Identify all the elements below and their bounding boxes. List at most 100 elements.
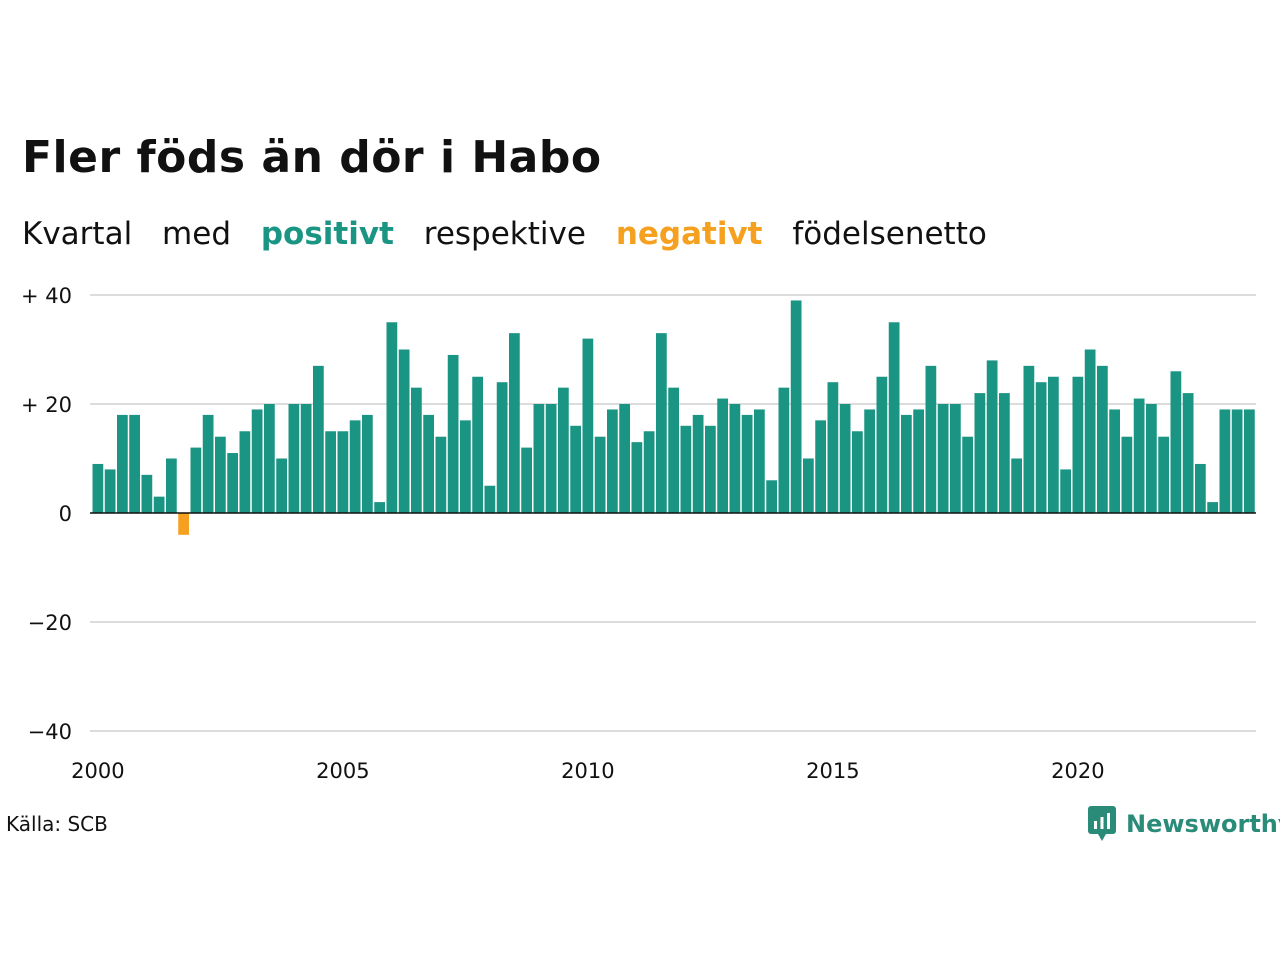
bar (594, 436, 606, 513)
bar (190, 447, 202, 513)
bar (974, 393, 986, 513)
bar (1146, 404, 1157, 513)
bar (411, 387, 422, 513)
x-tick-label: 2020 (1051, 759, 1104, 783)
bar (202, 414, 214, 513)
bar (680, 425, 692, 513)
bar (484, 485, 496, 513)
bar (962, 436, 973, 513)
bar (472, 376, 483, 513)
bar (1158, 436, 1169, 513)
bar (1011, 458, 1022, 513)
bar (447, 354, 459, 513)
chart-subtitle: Kvartal med positivt respektive negativt… (22, 216, 1007, 252)
y-tick-label: −40 (28, 720, 72, 744)
bar (839, 404, 851, 513)
bar (1182, 393, 1194, 513)
bar (619, 404, 630, 513)
bar (631, 442, 643, 513)
bar (117, 414, 128, 513)
bar (1072, 376, 1084, 513)
bar (337, 431, 349, 513)
bar (423, 414, 434, 513)
bar (276, 458, 287, 513)
bar (362, 414, 373, 513)
bar (558, 387, 569, 513)
bar (582, 338, 594, 513)
bar (913, 409, 924, 513)
newsworthy-logo: Newsworthy (1088, 804, 1280, 844)
bar (656, 333, 667, 513)
bar (178, 513, 189, 535)
bar (852, 431, 863, 513)
bar (1097, 365, 1108, 513)
bar (1133, 398, 1145, 513)
y-tick-label: + 40 (21, 284, 72, 308)
bar (729, 404, 741, 513)
bar (141, 474, 153, 513)
bar (815, 420, 826, 513)
bar (509, 333, 520, 513)
bar (545, 404, 557, 513)
bar (607, 409, 618, 513)
bar (790, 300, 802, 513)
bar (496, 382, 508, 513)
y-tick-label: + 20 (21, 393, 72, 417)
bar (803, 458, 814, 513)
bar (950, 404, 961, 513)
bar (1121, 436, 1133, 513)
bar (92, 463, 104, 513)
source-note: Källa: SCB (6, 812, 108, 836)
bar (1219, 409, 1231, 513)
bar (398, 349, 410, 513)
subtitle-word-med: med (162, 216, 231, 252)
bar (827, 382, 839, 513)
x-tick-label: 2015 (806, 759, 859, 783)
bar (1195, 463, 1206, 513)
bar (374, 502, 385, 513)
subtitle-word-kvartal: Kvartal (22, 216, 133, 252)
legend-negative-label: negativt (615, 216, 763, 252)
bar (313, 365, 324, 513)
bar (215, 436, 226, 513)
bar (925, 365, 937, 513)
bar (692, 414, 704, 513)
subtitle-word-fodelsenetto: födelsenetto (792, 216, 987, 252)
bar (901, 414, 912, 513)
bar (1048, 376, 1059, 513)
bar (937, 404, 949, 513)
bar (239, 431, 251, 513)
bar (1023, 365, 1035, 513)
bar (1084, 349, 1096, 513)
bar-chart-speech-bubble-icon (1088, 806, 1116, 841)
bar (766, 480, 777, 513)
bar (521, 447, 532, 513)
bar (741, 414, 753, 513)
bar (705, 425, 716, 513)
bar (460, 420, 471, 513)
bar (999, 393, 1010, 513)
x-tick-label: 2000 (71, 759, 124, 783)
bar (717, 398, 728, 513)
bar (288, 404, 300, 513)
bar (1207, 502, 1218, 513)
bar (300, 404, 312, 513)
bar (264, 404, 275, 513)
bar (643, 431, 655, 513)
bar (668, 387, 679, 513)
bar (435, 436, 447, 513)
y-tick-label: 0 (59, 502, 72, 526)
bar-chart: + 40 + 20 0 −20 −40 2000 2005 2010 2015 2020 (21, 284, 1256, 783)
bar (754, 409, 765, 513)
bar (129, 414, 140, 513)
bar (1244, 409, 1255, 513)
bar (227, 453, 238, 513)
bar (349, 420, 361, 513)
bar (1170, 371, 1182, 513)
bar (1109, 409, 1120, 513)
y-tick-label: −20 (28, 611, 72, 635)
bar (153, 496, 165, 513)
bar (778, 387, 790, 513)
bar (1231, 409, 1243, 513)
x-tick-label: 2005 (316, 759, 369, 783)
